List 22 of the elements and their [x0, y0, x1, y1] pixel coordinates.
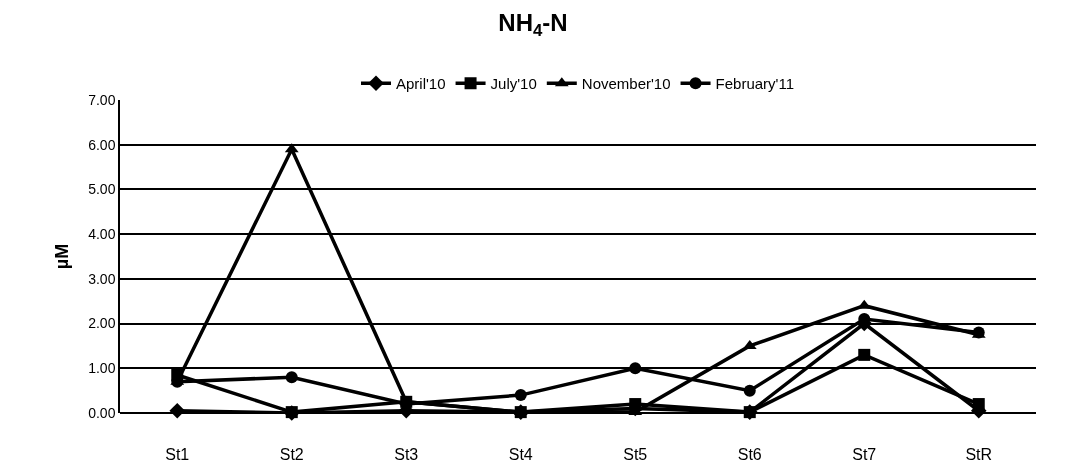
x-tick-label: St5: [623, 446, 648, 463]
y-tick-label: 3.00: [88, 270, 116, 287]
y-axis-title: µM: [51, 243, 72, 270]
y-tick-label: 7.00: [88, 91, 116, 108]
chart-title: NH$_{4}$-N: [498, 9, 568, 41]
x-tick-label: St3: [394, 446, 419, 463]
y-tick-label: 2.00: [88, 315, 116, 332]
x-tick-label: St7: [852, 446, 877, 463]
legend-label: November'10: [581, 75, 671, 93]
y-tick-label: 0.00: [88, 404, 116, 421]
x-tick-label: StR: [965, 446, 993, 463]
legend-label: July'10: [490, 75, 537, 93]
y-tick-label: 5.00: [88, 181, 116, 198]
x-tick-label: St1: [165, 446, 190, 463]
x-tick-label: St2: [279, 446, 304, 463]
y-tick-label: 1.00: [88, 360, 116, 377]
x-tick-label: St4: [508, 446, 533, 463]
x-tick-label: St6: [737, 446, 762, 463]
legend-label: April'10: [396, 75, 446, 93]
legend-label: February'11: [715, 75, 795, 93]
y-tick-label: 4.00: [88, 226, 116, 243]
y-tick-label: 6.00: [88, 136, 116, 153]
